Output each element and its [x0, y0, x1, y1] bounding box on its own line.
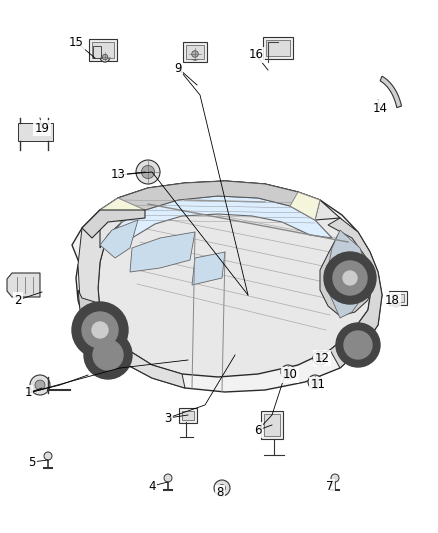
- Polygon shape: [78, 210, 185, 388]
- Circle shape: [102, 54, 108, 60]
- Bar: [89, 39, 117, 61]
- Circle shape: [82, 312, 118, 348]
- Text: 7: 7: [326, 481, 334, 494]
- Circle shape: [343, 271, 357, 285]
- Polygon shape: [7, 273, 40, 297]
- Circle shape: [344, 331, 372, 359]
- Circle shape: [136, 160, 160, 184]
- Text: 6: 6: [254, 424, 262, 437]
- Polygon shape: [118, 181, 320, 222]
- Text: 13: 13: [110, 168, 125, 182]
- Polygon shape: [100, 220, 138, 258]
- Circle shape: [316, 354, 324, 362]
- Circle shape: [189, 48, 201, 60]
- Text: 3: 3: [164, 411, 172, 424]
- Bar: [93, 46, 101, 58]
- Polygon shape: [78, 290, 125, 360]
- Bar: [389, 291, 407, 305]
- Bar: [392, 294, 404, 302]
- Text: 19: 19: [35, 122, 49, 134]
- Bar: [92, 42, 114, 58]
- Circle shape: [72, 302, 128, 358]
- Bar: [183, 42, 207, 62]
- Polygon shape: [320, 235, 372, 316]
- Text: 10: 10: [283, 368, 297, 382]
- Circle shape: [84, 331, 132, 379]
- Circle shape: [394, 301, 398, 305]
- Circle shape: [324, 252, 376, 304]
- Bar: [179, 408, 197, 423]
- Circle shape: [336, 323, 380, 367]
- Text: 15: 15: [69, 36, 83, 49]
- Polygon shape: [100, 181, 340, 248]
- Circle shape: [93, 340, 123, 370]
- Polygon shape: [328, 218, 382, 368]
- Polygon shape: [380, 76, 402, 108]
- Circle shape: [392, 299, 400, 307]
- Bar: [264, 414, 280, 436]
- Bar: [182, 411, 194, 420]
- Polygon shape: [328, 230, 368, 318]
- Circle shape: [92, 322, 108, 338]
- Circle shape: [30, 375, 50, 395]
- Circle shape: [219, 484, 226, 491]
- Text: 2: 2: [14, 294, 22, 306]
- Text: 14: 14: [372, 101, 388, 115]
- Bar: [263, 37, 293, 59]
- Text: 4: 4: [148, 480, 156, 492]
- Circle shape: [214, 480, 230, 496]
- Polygon shape: [105, 196, 332, 252]
- Polygon shape: [290, 192, 320, 220]
- Circle shape: [141, 165, 155, 179]
- Text: 11: 11: [311, 378, 325, 392]
- Bar: [18, 123, 53, 141]
- Text: 12: 12: [314, 351, 329, 365]
- Bar: [186, 45, 204, 59]
- Circle shape: [192, 51, 198, 58]
- Text: 18: 18: [385, 294, 399, 306]
- Circle shape: [44, 452, 52, 460]
- Polygon shape: [192, 252, 225, 285]
- Circle shape: [284, 368, 292, 376]
- Text: 8: 8: [216, 487, 224, 499]
- Circle shape: [308, 375, 322, 389]
- Text: 16: 16: [248, 49, 264, 61]
- Circle shape: [313, 351, 327, 365]
- Text: 5: 5: [28, 456, 35, 469]
- Circle shape: [164, 474, 172, 482]
- Circle shape: [100, 52, 110, 62]
- Polygon shape: [82, 210, 145, 238]
- Text: 9: 9: [174, 61, 182, 75]
- Polygon shape: [100, 198, 145, 222]
- Polygon shape: [130, 232, 195, 272]
- Circle shape: [281, 365, 295, 379]
- Circle shape: [311, 378, 319, 386]
- Circle shape: [333, 261, 367, 295]
- Bar: [266, 40, 290, 56]
- Polygon shape: [98, 189, 372, 377]
- Text: 1: 1: [24, 386, 32, 400]
- Polygon shape: [72, 181, 382, 392]
- Circle shape: [35, 380, 45, 390]
- Circle shape: [331, 474, 339, 482]
- Bar: [261, 411, 283, 439]
